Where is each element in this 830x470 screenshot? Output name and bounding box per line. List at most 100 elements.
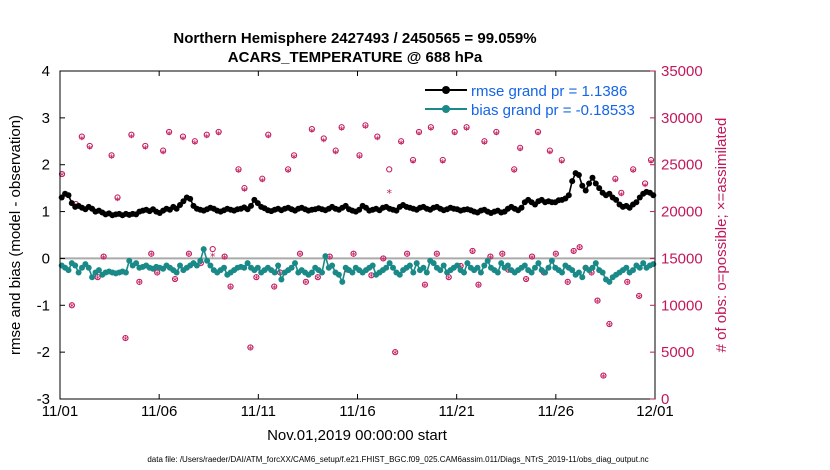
obs-assimilated-point: * [248,343,254,356]
bias-point [542,269,549,276]
obs-assimilated-point: * [422,281,428,294]
rmse-point [565,192,572,199]
x-tick-label: 11/11 [241,403,276,420]
y-tick-label: 2 [42,157,50,174]
obs-assimilated-point: * [254,273,260,286]
obs-assimilated-point: * [166,129,172,142]
obs-assimilated-point: * [129,132,135,145]
legend: rmse grand pr = 1.1386 bias grand pr = -… [425,83,635,119]
obs-assimilated-point: * [607,320,613,333]
bias-point [386,260,393,267]
rmse-point [575,172,582,178]
obs-possible-point [570,247,577,255]
obs-possible-point [290,152,298,159]
obs-possible-point [451,128,458,136]
obs-possible-point [487,253,494,260]
obs-possible-point [235,166,242,173]
rmse-point [586,180,593,187]
rmse-point [579,182,586,189]
obs-possible-point [350,250,357,257]
rmse-series [58,170,657,219]
obs-assimilated-point: * [204,132,210,145]
obs-possible-point [259,175,266,182]
obs-assimilated-point: * [123,334,129,347]
obs-assimilated-point: * [565,278,571,291]
obs-assimilated-point: * [619,190,625,203]
obs-assimilated-point: * [303,278,309,291]
obs-assimilated-point: * [321,135,327,148]
obs-assimilated-point: * [198,259,204,272]
obs-possible-point [356,152,363,159]
bias-point [528,269,535,276]
obs-assimilated-point: * [375,133,381,146]
bias-point [437,267,444,274]
obs-assimilated-point: * [327,252,333,265]
obs-possible-point [78,133,85,140]
obs-assimilated-point: * [357,152,363,165]
y-axis-label-right: # of obs: o=possible; ×=assimilated [713,118,730,353]
obs-possible-point [241,185,248,192]
y-tick-label: -2 [37,344,50,361]
obs-possible-point [100,253,107,260]
obs-possible-point [265,131,272,138]
obs-possible-point [203,131,210,138]
obs-possible-point [546,147,553,154]
rmse-point [592,180,599,187]
obs-possible-point [171,275,179,283]
obs-possible-point [576,244,583,251]
y-right-tick-label: 10000 [661,297,703,314]
y-tick-label: 0 [42,250,50,267]
obs-possible-point [136,278,143,285]
obs-assimilated-point: * [386,187,392,200]
obs-assimilated-point: * [452,129,458,142]
obs-possible-point [433,250,440,257]
obs-possible-point [374,133,381,140]
obs-assimilated-point: * [404,250,410,263]
obs-possible-point [386,166,393,173]
obs-assimilated-point: * [266,132,272,145]
obs-assimilated-point: * [69,301,75,314]
bias-point [464,260,471,267]
obs-assimilated-point: * [517,145,523,158]
obs-possible-point [314,274,321,281]
rmse-point [518,204,525,211]
obs-assimilated-point: * [363,122,369,135]
obs-possible-point [612,175,619,182]
obs-assimilated-point: * [416,129,422,142]
obs-assimilated-point: * [642,180,648,193]
bias-point [288,264,295,271]
obs-possible-point [68,302,76,309]
bias-point [575,269,582,276]
obs-assimilated-point: * [446,273,452,286]
obs-assimilated-point: * [236,166,242,179]
bias-point [65,267,72,274]
plot-area [60,71,655,399]
legend-bias-marker [442,105,450,113]
obs-assimilated-point: * [381,254,387,267]
obs-possible-point [469,247,476,255]
y-tick-label: 1 [42,204,50,221]
bias-point [494,269,501,276]
bias-point [254,264,261,271]
bias-point [454,262,461,269]
obs-possible-point [148,250,155,257]
obs-assimilated-point: * [553,250,559,263]
bias-point [599,269,606,276]
bias-point [498,260,505,267]
obs-assimilated-point: * [186,250,192,263]
obs-assimilated-point: * [636,292,642,305]
obs-possible-point [552,250,559,257]
obs-assimilated-point: * [613,176,619,189]
obs-assimilated-point: * [369,271,375,284]
obs-possible-point [215,128,222,136]
obs-assimilated-point: * [148,250,154,263]
bias-point [308,269,315,276]
obs-possible-point [600,372,607,379]
obs-count-markers: * * * * * * * * * * * * * * * * * * * * * * * * * * * * * * * * * * * * * * * *… [58,122,654,384]
bias-point [521,262,528,269]
x-axis: 11/01 11/06 11/11 11/16 11/21 11/26 12/01 [42,71,674,420]
bias-point [122,269,129,276]
obs-assimilated-point: * [222,252,228,265]
y-right-tick-label: 20000 [661,204,703,221]
obs-possible-point [271,283,278,290]
